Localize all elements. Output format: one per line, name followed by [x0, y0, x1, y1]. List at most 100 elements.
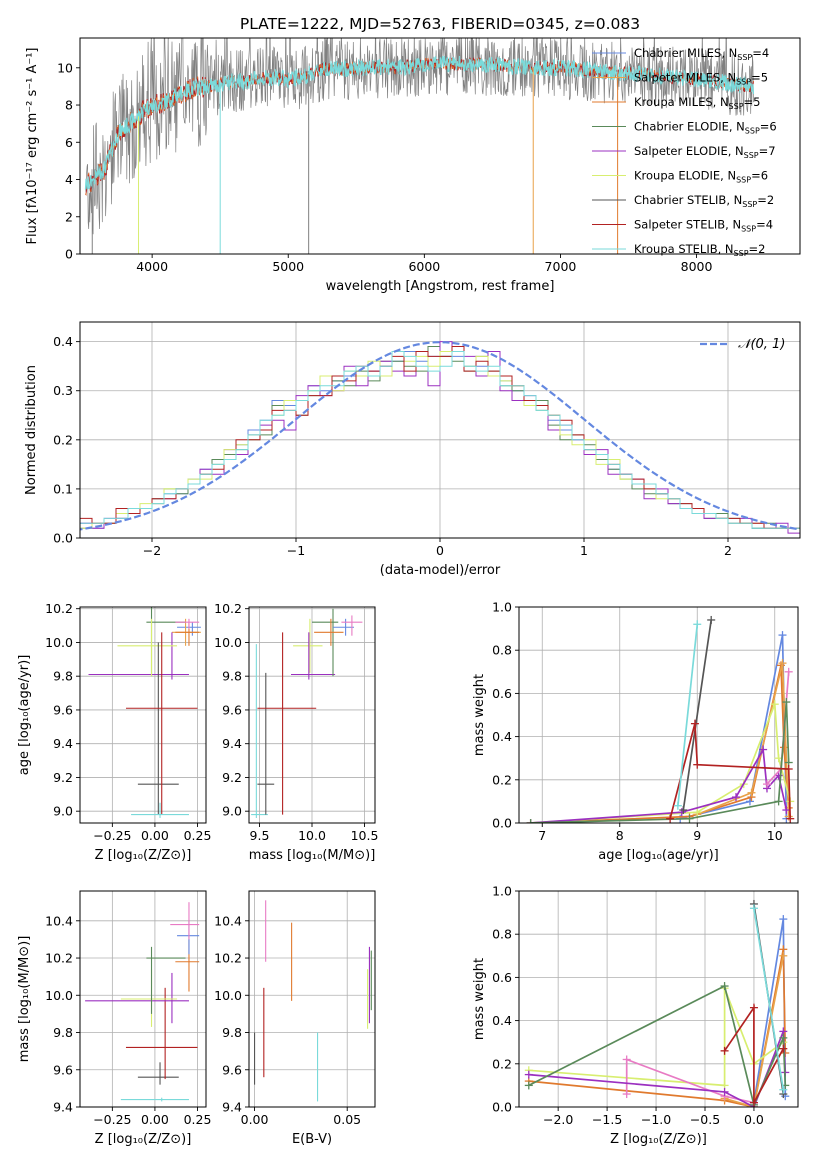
axes-frame: [79, 37, 801, 255]
y-tick-label: 9.2: [222, 770, 242, 785]
x-tick-label: −0.5: [690, 1112, 720, 1127]
y-tick-label: 1.0: [492, 884, 512, 899]
y-tick-label: 0.2: [53, 432, 73, 447]
y-tick-label: 0.2: [492, 772, 512, 787]
y-axis-label: mass weight: [472, 958, 487, 1040]
y-tick-label: 0.1: [53, 481, 73, 496]
axes-frame: [518, 890, 799, 1108]
legend-label-sub: SSP: [744, 151, 759, 160]
x-tick-label: 0.00: [141, 1112, 169, 1127]
y-tick-label: 0.2: [492, 1056, 512, 1071]
x-tick-label: 7: [538, 828, 546, 843]
legend-label-tail: =6: [751, 169, 768, 183]
legend-label-text: Kroupa ELODIE, N: [634, 169, 736, 183]
y-tick-label: 0: [65, 247, 73, 262]
mass-weight-line: [682, 619, 713, 811]
y-tick-label: 0.0: [53, 531, 73, 546]
x-tick-label: 8000: [681, 259, 713, 274]
y-tick-label: 0.0: [492, 816, 512, 831]
y-tick-label: 10.0: [214, 635, 242, 650]
y-tick-label: 9.2: [53, 770, 73, 785]
x-tick-label: 10.5: [351, 828, 379, 843]
y-tick-label: 10: [57, 60, 73, 75]
x-axis-label: mass [log₁₀(M/M⊙)]: [249, 848, 376, 863]
axes-frame: [79, 606, 207, 824]
x-tick-label: −0.25: [93, 828, 131, 843]
mass-weight-line: [530, 746, 788, 823]
legend-label: Kroupa MILES, NSSP=5: [634, 95, 760, 111]
y-tick-label: 0.4: [53, 334, 73, 349]
x-tick-label: 0.00: [241, 1112, 269, 1127]
legend-label-sub: SSP: [737, 53, 752, 62]
legend-label-sub: SSP: [734, 249, 749, 258]
x-tick-label: 9.5: [250, 828, 270, 843]
x-axis-label: Z [log₁₀(Z/Z⊙)]: [95, 1132, 192, 1147]
y-tick-label: 9.8: [53, 669, 73, 684]
y-axis-label: Normed distribution: [24, 365, 39, 495]
z-weight-panel: −2.0 −1.5 −1.0 −0.5 0.0 0.0 0.2 0.4 0.6 0.8 1.0 Z […: [472, 884, 799, 1147]
z-mass-panel: −0.25 0.00 0.25 9.4 9.6 9.8 10.0 10.2 10.4 Z [log…: [17, 890, 212, 1147]
y-tick-label: 9.8: [222, 1025, 242, 1040]
y-tick-label: 9.4: [53, 1100, 73, 1115]
z-age-panel: −0.25 0.00 0.25 9.0 9.2 9.4 9.6 9.8 10.0 10.2 Z [l…: [17, 601, 211, 863]
mass-weight-line: [530, 703, 792, 823]
x-tick-label: 10: [767, 828, 783, 843]
x-tick-label: 0.0: [744, 1112, 764, 1127]
y-axis-label: age [log₁₀(age/yr)]: [17, 655, 32, 776]
y-tick-label: 0.4: [492, 729, 512, 744]
ebv-mass-panel: 0.00 0.05 9.4 9.6 9.8 10.0 10.2 10.4 E(B-V): [214, 890, 376, 1147]
y-tick-label: 10.2: [45, 951, 73, 966]
x-tick-label: −1: [287, 543, 305, 558]
chart-title: PLATE=1222, MJD=52763, FIBERID=0345, z=0…: [240, 15, 640, 33]
y-tick-label: 9.4: [53, 736, 73, 751]
plot-area: [251, 608, 363, 818]
legend-label: Chabrier MILES, NSSP=4: [634, 46, 769, 62]
y-tick-label: 10.2: [45, 601, 73, 616]
y-tick-label: 9.8: [53, 1025, 73, 1040]
legend-label: 𝒩(0, 1): [738, 337, 785, 352]
normal-distribution-curve: [80, 341, 800, 531]
x-tick-label: 0.25: [184, 828, 212, 843]
x-tick-label: 2: [724, 543, 732, 558]
legend-label-text: Chabrier ELODIE, N: [634, 120, 745, 134]
y-tick-label: 9.6: [53, 1062, 73, 1077]
axes-frame: [248, 606, 376, 824]
plot-area: [84, 38, 755, 254]
legend-label-sub: SSP: [741, 225, 756, 234]
plot-area: [524, 899, 790, 1107]
legend-label-tail: =7: [759, 144, 776, 158]
legend-label: Salpeter MILES, NSSP=5: [634, 71, 768, 87]
y-tick-label: 9.8: [222, 669, 242, 684]
y-tick-label: 0.3: [53, 383, 73, 398]
x-tick-label: 0.25: [184, 1112, 212, 1127]
y-tick-label: 9.4: [222, 1100, 242, 1115]
axes-frame: [79, 890, 207, 1108]
plot-area: [88, 607, 201, 818]
x-axis-label: age [log₁₀(age/yr)]: [598, 848, 719, 863]
legend-label: Chabrier STELIB, NSSP=2: [634, 193, 774, 209]
legend-label-text: Kroupa MILES, N: [634, 95, 729, 109]
x-tick-label: −1.5: [592, 1112, 622, 1127]
legend-label-text: Chabrier STELIB, N: [634, 193, 742, 207]
plot-area: [254, 900, 372, 1102]
legend-label-sub: SSP: [742, 200, 757, 209]
legend-label-sub: SSP: [736, 78, 751, 87]
y-tick-label: 1.0: [492, 600, 512, 615]
legend-label-sub: SSP: [745, 127, 760, 136]
x-tick-label: 6000: [408, 259, 440, 274]
y-tick-label: 8: [65, 98, 73, 113]
x-tick-label: 0: [436, 543, 444, 558]
axes-frame: [79, 321, 801, 539]
x-axis-label: Z [log₁₀(Z/Z⊙)]: [95, 848, 192, 863]
y-tick-label: 0.8: [492, 927, 512, 942]
y-tick-label: 0.6: [492, 970, 512, 985]
legend-label: Salpeter ELODIE, NSSP=7: [634, 144, 776, 160]
x-tick-label: 8: [616, 828, 624, 843]
y-tick-label: 9.6: [53, 702, 73, 717]
y-tick-label: 9.6: [222, 1062, 242, 1077]
y-tick-label: 9.4: [222, 736, 242, 751]
axes-frame: [248, 890, 376, 1108]
legend-label-sub: SSP: [736, 176, 751, 185]
legend-label-tail: =4: [756, 218, 773, 232]
legend-label-tail: =2: [749, 242, 766, 256]
